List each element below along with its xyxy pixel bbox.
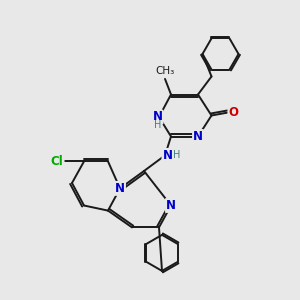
Text: N: N xyxy=(193,130,203,143)
Text: N: N xyxy=(115,182,125,195)
Text: N: N xyxy=(152,110,163,124)
Text: CH₃: CH₃ xyxy=(155,66,175,76)
Text: Cl: Cl xyxy=(51,155,63,168)
Text: O: O xyxy=(228,106,239,119)
Text: N: N xyxy=(166,199,176,212)
Text: H: H xyxy=(154,120,161,130)
Text: H: H xyxy=(173,150,180,161)
Text: N: N xyxy=(162,149,172,162)
